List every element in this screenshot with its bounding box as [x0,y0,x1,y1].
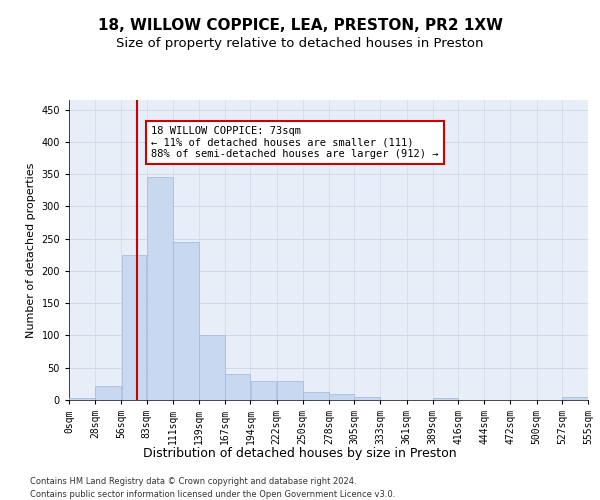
Bar [303,392,329,400]
Bar [95,386,121,400]
Text: Contains HM Land Registry data © Crown copyright and database right 2024.: Contains HM Land Registry data © Crown c… [30,478,356,486]
Bar [329,394,354,400]
Text: Contains public sector information licensed under the Open Government Licence v3: Contains public sector information licen… [30,490,395,499]
Bar [226,374,250,400]
Bar [277,382,302,400]
Bar [355,398,380,400]
Text: Size of property relative to detached houses in Preston: Size of property relative to detached ho… [116,38,484,51]
Text: 18, WILLOW COPPICE, LEA, PRESTON, PR2 1XW: 18, WILLOW COPPICE, LEA, PRESTON, PR2 1X… [97,18,503,32]
Text: 18 WILLOW COPPICE: 73sqm
← 11% of detached houses are smaller (111)
88% of semi-: 18 WILLOW COPPICE: 73sqm ← 11% of detach… [151,126,439,159]
Bar [122,255,146,400]
Bar [69,398,95,400]
Bar [251,380,277,400]
Text: Distribution of detached houses by size in Preston: Distribution of detached houses by size … [143,448,457,460]
Bar [433,398,458,400]
Bar [147,178,173,400]
Y-axis label: Number of detached properties: Number of detached properties [26,162,36,338]
Bar [173,242,199,400]
Bar [199,336,225,400]
Bar [562,398,588,400]
